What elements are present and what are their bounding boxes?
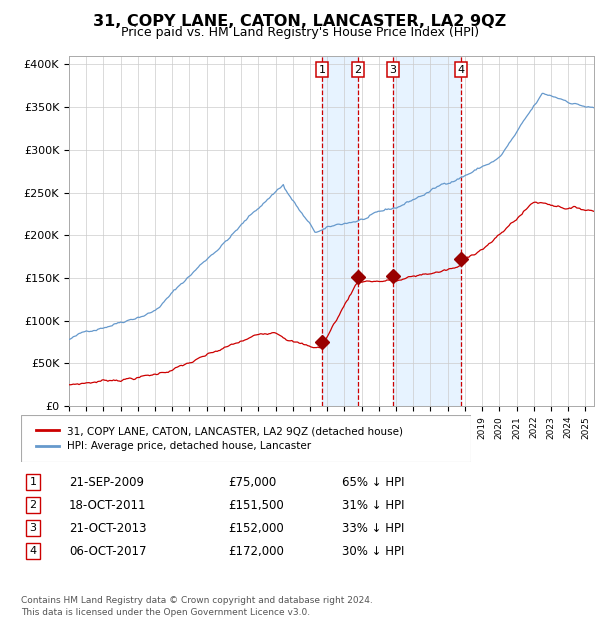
Bar xyxy=(322,56,358,406)
Text: 1: 1 xyxy=(319,64,326,74)
Text: 33% ↓ HPI: 33% ↓ HPI xyxy=(342,522,404,534)
Text: 2: 2 xyxy=(29,500,37,510)
Text: 65% ↓ HPI: 65% ↓ HPI xyxy=(342,476,404,489)
Text: £152,000: £152,000 xyxy=(228,522,284,534)
Text: 31, COPY LANE, CATON, LANCASTER, LA2 9QZ: 31, COPY LANE, CATON, LANCASTER, LA2 9QZ xyxy=(94,14,506,29)
Text: 31% ↓ HPI: 31% ↓ HPI xyxy=(342,499,404,511)
Text: 21-OCT-2013: 21-OCT-2013 xyxy=(69,522,146,534)
Text: 30% ↓ HPI: 30% ↓ HPI xyxy=(342,545,404,557)
Text: 06-OCT-2017: 06-OCT-2017 xyxy=(69,545,146,557)
Text: 3: 3 xyxy=(389,64,396,74)
Text: Contains HM Land Registry data © Crown copyright and database right 2024.
This d: Contains HM Land Registry data © Crown c… xyxy=(21,596,373,617)
Text: 2: 2 xyxy=(355,64,362,74)
Text: 3: 3 xyxy=(29,523,37,533)
Legend: 31, COPY LANE, CATON, LANCASTER, LA2 9QZ (detached house), HPI: Average price, d: 31, COPY LANE, CATON, LANCASTER, LA2 9QZ… xyxy=(31,421,409,456)
FancyBboxPatch shape xyxy=(21,415,471,462)
Bar xyxy=(392,56,461,406)
Text: £75,000: £75,000 xyxy=(228,476,276,489)
Text: 4: 4 xyxy=(29,546,37,556)
Text: 21-SEP-2009: 21-SEP-2009 xyxy=(69,476,144,489)
Text: 18-OCT-2011: 18-OCT-2011 xyxy=(69,499,146,511)
Text: £151,500: £151,500 xyxy=(228,499,284,511)
Text: Price paid vs. HM Land Registry's House Price Index (HPI): Price paid vs. HM Land Registry's House … xyxy=(121,26,479,39)
Text: 1: 1 xyxy=(29,477,37,487)
Text: £172,000: £172,000 xyxy=(228,545,284,557)
Text: 4: 4 xyxy=(457,64,464,74)
